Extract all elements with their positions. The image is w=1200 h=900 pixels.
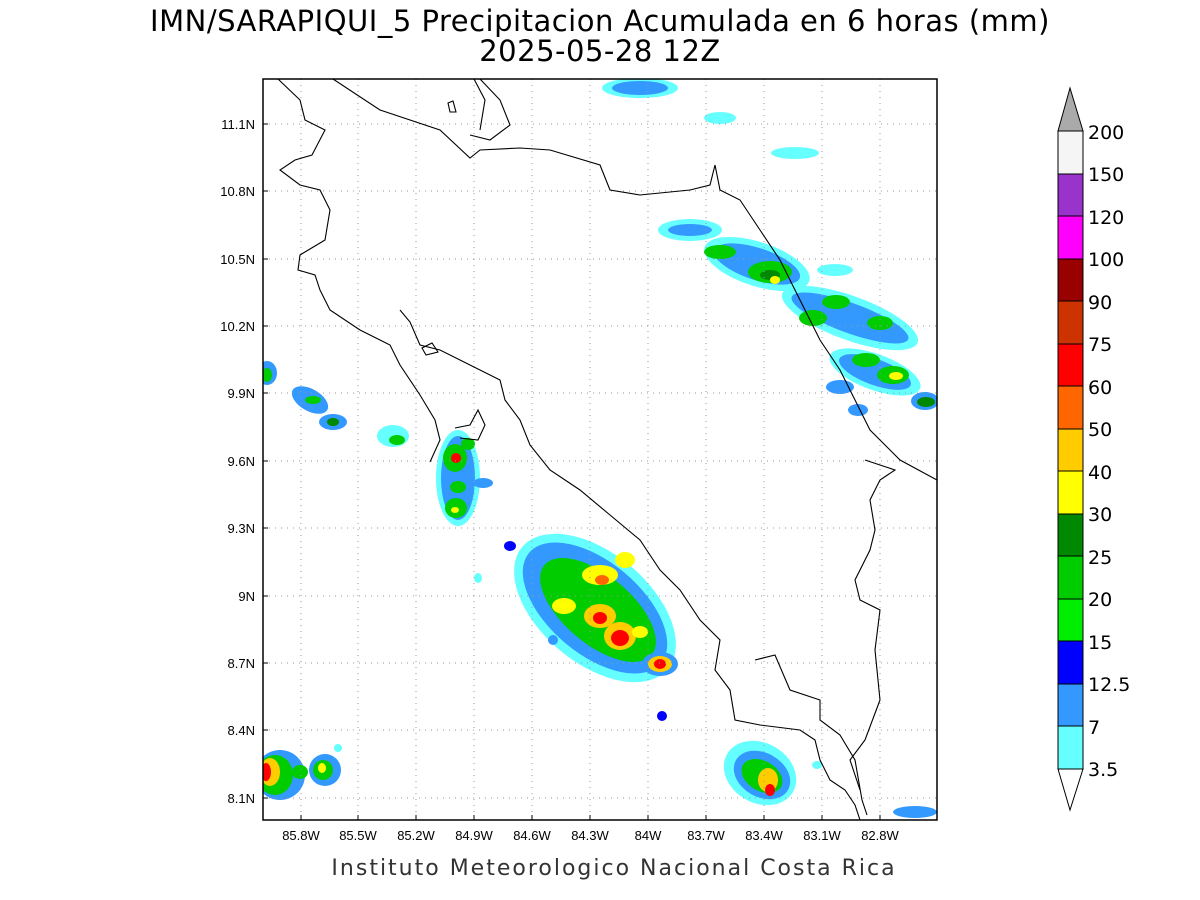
colorbar-swatch-100: [1057, 215, 1084, 260]
rain-cell-nicoya: [436, 430, 516, 551]
colorbar-label: 150: [1088, 164, 1124, 186]
colorbar-swatch-15: [1057, 598, 1084, 642]
longitude-labels: 85.8W 85.5W 85.2W 84.9W 84.6W 84.3W 84W …: [282, 828, 899, 843]
colorbar-label: 90: [1088, 292, 1112, 314]
lon-label: 84.3W: [571, 828, 609, 843]
lon-label: 83.4W: [745, 828, 783, 843]
colorbar-label: 100: [1088, 249, 1124, 271]
lon-label: 85.5W: [339, 828, 377, 843]
map-grid: [263, 79, 937, 820]
coastlines: [277, 79, 937, 820]
colorbar: [1057, 86, 1084, 812]
rain-cell-north: [602, 79, 819, 159]
credit-line: Instituto Meteorologico Nacional Costa R…: [331, 856, 897, 881]
lat-label: 10.8N: [220, 184, 255, 199]
colorbar-swatch-20: [1057, 555, 1084, 600]
colorbar-label: 30: [1088, 504, 1112, 526]
lat-label: 8.1N: [228, 791, 255, 806]
colorbar-label: 60: [1088, 377, 1112, 399]
colorbar-min-arrow: [1057, 768, 1084, 812]
latitude-labels: 11.1N 10.8N 10.5N 10.2N 9.9N 9.6N 9.3N 9…: [220, 117, 255, 806]
colorbar-label: 40: [1088, 462, 1112, 484]
lon-label: 85.8W: [282, 828, 320, 843]
lat-label: 8.7N: [228, 656, 255, 671]
axis-ticks: [263, 123, 881, 820]
colorbar-swatch-120: [1057, 173, 1084, 217]
colorbar-swatch-7: [1057, 683, 1084, 727]
colorbar-swatch-3-5: [1057, 725, 1084, 770]
lat-label: 8.4N: [228, 723, 255, 738]
colorbar-label: 75: [1088, 334, 1112, 356]
colorbar-label: 25: [1088, 547, 1112, 569]
lat-label: 11.1N: [221, 117, 255, 132]
colorbar-swatch-40: [1057, 428, 1084, 472]
precipitation-field: [263, 79, 937, 818]
lat-label: 9.6N: [228, 454, 255, 469]
colorbar-label: 3.5: [1088, 759, 1118, 781]
rain-band-caribbean: [658, 219, 937, 416]
lon-label: 82.8W: [861, 828, 899, 843]
colorbar-label: 120: [1088, 207, 1124, 229]
colorbar-label: 7: [1088, 717, 1100, 739]
colorbar-swatch-90: [1057, 258, 1084, 302]
lon-label: 84W: [635, 828, 662, 843]
colorbar-max-arrow: [1057, 86, 1084, 132]
colorbar-label: 50: [1088, 419, 1112, 441]
colorbar-swatch-60: [1057, 343, 1084, 387]
colorbar-label: 20: [1088, 589, 1112, 611]
lat-label: 9.9N: [228, 386, 255, 401]
rain-cell-osa: [723, 740, 937, 818]
lon-label: 83.1W: [803, 828, 841, 843]
rain-cell-southwest: [263, 744, 342, 800]
lon-label: 85.2W: [397, 828, 435, 843]
colorbar-swatch-150: [1057, 130, 1084, 175]
colorbar-label: 200: [1088, 122, 1124, 144]
rain-band-pacific-north: [263, 361, 409, 447]
colorbar-swatch-25: [1057, 513, 1084, 557]
map-frame: [262, 78, 938, 821]
colorbar-swatch-12-5: [1057, 640, 1084, 685]
lon-label: 84.6W: [513, 828, 551, 843]
map-title: IMN/SARAPIQUI_5 Precipitacion Acumulada …: [150, 4, 1050, 38]
lon-label: 84.9W: [455, 828, 493, 843]
lat-label: 10.2N: [220, 319, 255, 334]
colorbar-label: 15: [1088, 632, 1112, 654]
map-date: 2025-05-28 12Z: [479, 34, 721, 68]
colorbar-swatch-30: [1057, 470, 1084, 515]
lat-label: 9N: [238, 589, 255, 604]
colorbar-label: 12.5: [1088, 674, 1130, 696]
colorbar-swatch-75: [1057, 300, 1084, 345]
lat-label: 9.3N: [228, 521, 255, 536]
lat-label: 10.5N: [220, 252, 255, 267]
colorbar-labels: 200 150 120 100 90 75 60 50 40 30 25 20 …: [1088, 122, 1130, 781]
rain-cell-central-pacific: [474, 533, 678, 721]
colorbar-swatch-50: [1057, 385, 1084, 430]
lon-label: 83.7W: [687, 828, 725, 843]
